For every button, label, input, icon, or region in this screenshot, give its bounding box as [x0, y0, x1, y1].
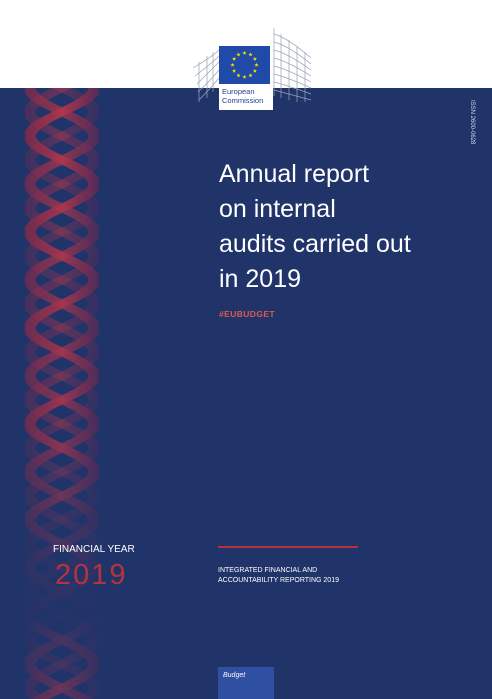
- eu-star-icon: [248, 73, 253, 78]
- reporting-series: INTEGRATED FINANCIAL AND ACCOUNTABILITY …: [218, 566, 339, 586]
- eu-star-icon: [254, 62, 259, 67]
- ribbon-strand: [24, 88, 100, 699]
- eu-star-icon: [232, 56, 237, 61]
- logo-word-commission: Commission: [222, 96, 264, 105]
- report-title: Annual report on internal audits carried…: [219, 157, 469, 297]
- logo-word-european: European: [222, 87, 255, 96]
- eu-star-icon: [248, 52, 253, 57]
- eu-star-icon: [236, 73, 241, 78]
- title-line: in 2019: [219, 265, 302, 293]
- eu-star-icon: [252, 56, 257, 61]
- eu-stars-icon: [230, 50, 259, 79]
- ribbon-strand: [24, 88, 100, 699]
- logo-wordmark: European Commission: [219, 84, 273, 110]
- eu-star-icon: [232, 68, 237, 73]
- title-line: on internal: [219, 195, 336, 223]
- berlaymont-building-icon: [193, 28, 312, 102]
- title-line: Annual report: [219, 160, 370, 188]
- eu-star-icon: [252, 68, 257, 73]
- decorative-ribbon-pattern: [24, 88, 100, 699]
- reporting-series-line: ACCOUNTABILITY REPORTING 2019: [218, 577, 339, 584]
- eu-star-icon: [242, 50, 247, 55]
- hashtag-eubudget: #EUBUDGET: [219, 309, 276, 319]
- document-code-text: ISSN 2600-0628: [469, 100, 475, 145]
- eu-star-icon: [230, 62, 235, 67]
- title-line: audits carried out: [219, 230, 411, 258]
- red-divider: [218, 546, 358, 548]
- financial-year-label: FINANCIAL YEAR: [53, 544, 135, 555]
- european-commission-logo: European Commission: [193, 26, 313, 110]
- reporting-series-line: INTEGRATED FINANCIAL AND: [218, 567, 318, 574]
- financial-year-value: 2019: [55, 559, 128, 591]
- eu-star-icon: [236, 52, 241, 57]
- document-code: ISSN 2600-0628: [465, 100, 477, 160]
- budget-tab: Budget: [218, 667, 274, 699]
- budget-tab-label: Budget: [223, 672, 246, 679]
- eu-flag: [219, 46, 270, 84]
- eu-star-icon: [242, 74, 247, 79]
